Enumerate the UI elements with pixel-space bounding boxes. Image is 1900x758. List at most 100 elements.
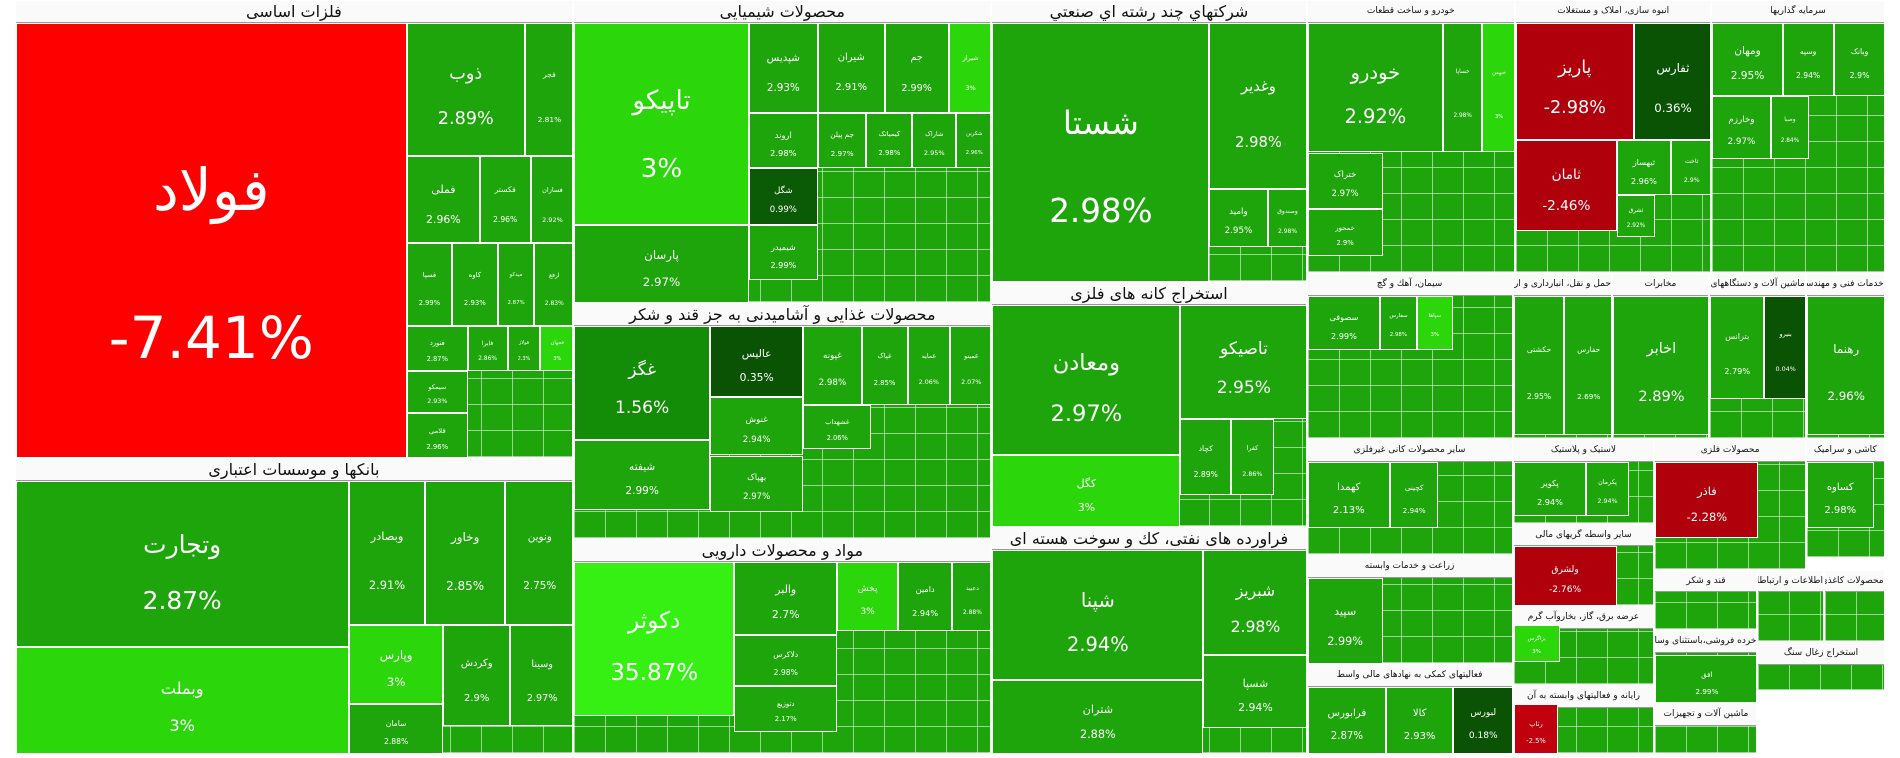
stock-tile: سفارس 2.98% [1380,295,1417,351]
stock-tile: ثشرق 2.92% [1616,194,1656,238]
sector: ماشین آلات و دستگاههای برقی بترانس 2.79% بن… [1708,272,1806,439]
stock-change: 2.95% [1224,226,1253,237]
sector: استخراج زغال سنگ [1757,642,1885,691]
stock-change: 2.81% [537,115,562,125]
stock-change: 2.98% [1389,332,1408,339]
stock-change: 2.92% [1344,105,1407,129]
stock-change: 2.98% [818,378,847,389]
sector-title: سیمان، آهك و گچ [1307,273,1512,296]
stock-change: 2.3% [517,355,531,362]
stock-name: کیمیاتک [878,130,901,139]
stock-name: وبملت [160,678,204,698]
stock-name: فسپا [422,271,437,280]
stock-change: 35.87% [610,660,699,687]
stock-name: فاذر [1697,483,1717,498]
stock-name: غنوش [745,415,768,426]
stock-tile: تاپیکو 3% [574,22,749,226]
stock-name: غمایه [921,352,936,360]
sector: فلزات اساسی فولاد -7.41% ذوب 2.89% فجر 2.81% فم… [14,0,574,459]
stock-name: فجهان [550,340,564,347]
stock-change: 3% [860,607,875,618]
stock-name: سپید [1334,605,1357,619]
stock-tile: وصبا 2.84% [1770,95,1810,159]
stock-change: 2.95% [1526,392,1552,402]
stock-change: 2.94% [912,607,939,618]
stock-tile: بزاگرس 3% [1513,625,1560,662]
sector: سایر واسطه گریهای مالی ولشرق -2.76% [1512,523,1655,606]
stock-tile: کاوه 2.93% [451,243,498,326]
stock-change: 2.97% [830,149,854,158]
sector: سرمایه گذاریها ومهان 2.95% وسپه 2.94% وبانک 2.… [1711,0,1885,273]
stock-tile: دتوزیع 2.17% [734,685,838,732]
stock-tile: فولاژ 2.3% [507,325,541,371]
sector-title: استخراج زغال سنگ [1758,643,1884,666]
stock-name: خساپا [1455,69,1470,76]
stock-tile: شکربن 2.96% [956,112,991,169]
stock-change: 2.94% [1066,632,1129,656]
sector: سیمان، آهك و گچ سصوفی 2.99% سفارس 2.98% سپاها… [1306,272,1513,439]
stock-change: 2.85% [446,578,485,593]
sector-title: مخابرات [1612,273,1708,296]
stock-change: 2.98% [770,148,797,159]
stock-tile: سپاها 3% [1416,295,1453,351]
stock-change: 2.96% [493,215,518,225]
stock-tile: رهنما 2.96% [1806,295,1884,435]
stock-tile: ونوین 2.75% [505,480,573,626]
sector: کاشی و سرامیک کساوه 2.98% [1805,438,1885,558]
stock-change: 2.93% [766,82,800,95]
stock-tile: وغدیر 2.98% [1209,22,1306,189]
stock-change: 2.91% [368,578,406,593]
sector-title: سایر محصولات کانی غیرفلزی [1307,439,1512,462]
stock-tile: پخش 3% [837,562,898,632]
stock-tile: فنورد 2.87% [407,325,468,371]
stock-tile: وبملت 3% [15,646,349,753]
stock-name: کهمدا [1337,481,1361,493]
sector-title: اطلاعات و ارتباطات [1758,570,1824,593]
stock-name: ارفع [548,271,560,279]
stock-name: فولاژ [518,340,530,347]
stock-tile: بهپاک 2.97% [710,455,804,513]
sector: خدمات فنی و مهندسی رهنما 2.96% [1805,272,1885,439]
sector-title: خرده فروشی،باستثنای وسایل نقلیه موتوری [1655,631,1757,654]
stock-name: ثشرق [1628,208,1644,215]
stock-name: کچاد [1198,444,1213,454]
stock-tile: حفارس 2.69% [1564,295,1611,435]
sector-title: زراعت و خدمات وابسته [1307,556,1512,578]
stock-change: 2.07% [961,379,982,387]
stock-name: فایرا [481,339,494,347]
stock-tile: غمینو 2.07% [949,325,991,405]
stock-name: رتاپ [1529,719,1543,728]
stock-change: 1.56% [615,398,670,419]
stock-change: 2.94% [742,434,771,445]
stock-name: کالا [1412,707,1427,719]
stock-change: 2.97% [1331,189,1359,200]
stock-change: 2.98% [1049,192,1153,231]
stock-tile: غگز 1.56% [574,325,710,440]
stock-change: -7.41% [108,303,314,372]
stock-tile: غمایه 2.06% [907,325,950,405]
stock-name: ذوب [449,63,483,84]
stock-name: بترانس [1725,330,1750,341]
stock-name: جم پیلن [830,130,854,140]
stock-change: 2.99% [625,485,659,498]
stock-name: شگل [774,185,793,196]
stock-tile: شیمیدر 2.99% [748,225,818,280]
stock-tile: غشهداب 2.06% [803,404,872,450]
stock-tile: اروند 2.98% [748,112,818,169]
sector: اطلاعات و ارتباطات [1757,569,1825,643]
sector: مواد و محصولات دارویی دکوثر 35.87% والبر 2.7… [573,539,992,754]
stock-change: -2.46% [1542,198,1591,214]
stock-change: 2.9% [1683,176,1700,184]
stock-tile: خساپا 2.98% [1443,22,1483,153]
stock-change: 2.88% [383,736,409,746]
stock-name: غگز [628,359,657,380]
stock-tile: خودرو 2.92% [1307,22,1444,153]
stock-name: شیران [837,51,865,63]
stock-name: پکرمان [1598,479,1617,487]
sector-title: محصولات غذایی و آشامیدنی به جز قند و شکر [574,304,991,326]
stock-tile: ثامان -2.46% [1516,140,1617,232]
sector: حمل و نقل، انبارداری و ارتباطات حکشتی 2.95… [1512,272,1612,439]
stock-tile: بنیرو 0.04% [1764,295,1805,399]
stock-change: 2.88% [962,608,982,616]
stock-change: 2.94% [1795,71,1821,81]
